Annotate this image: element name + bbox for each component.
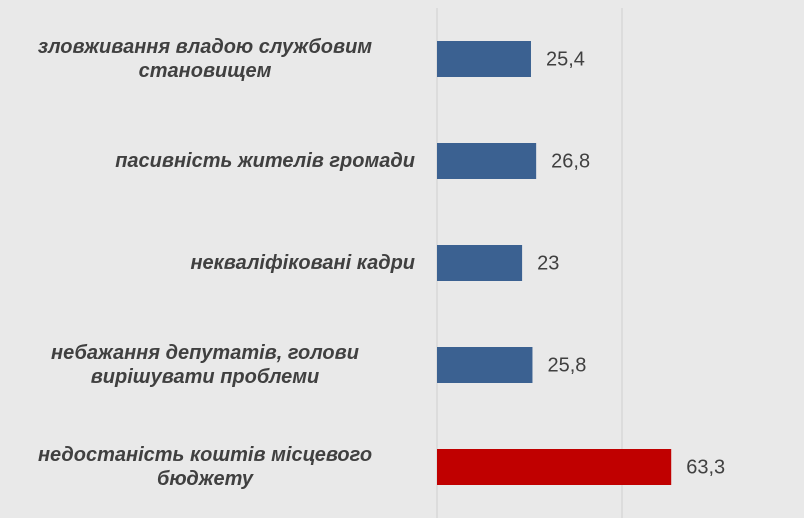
- bar: [437, 347, 533, 383]
- category-label-box: некваліфіковані кадри: [0, 251, 415, 275]
- category-label: недостаність коштів місцевого бюджету: [37, 444, 373, 490]
- category-label-box: зловживання владою службовим становищем: [0, 35, 415, 83]
- category-label: пасивність жителів громади: [115, 150, 415, 172]
- category-label: зловживання владою службовим становищем: [37, 36, 373, 82]
- bar: [437, 449, 672, 485]
- data-label: 26,8: [551, 150, 590, 172]
- bar: [437, 245, 523, 281]
- category-label-box: небажання депутатів, голови вирішувати п…: [0, 341, 415, 389]
- data-label: 23: [537, 252, 559, 274]
- data-label: 25,4: [546, 48, 585, 70]
- category-label-box: недостаність коштів місцевого бюджету: [0, 443, 415, 491]
- bar: [437, 41, 531, 77]
- bar: [437, 143, 537, 179]
- data-label: 25,8: [547, 354, 586, 376]
- category-label: небажання депутатів, голови вирішувати п…: [51, 342, 359, 388]
- category-label: некваліфіковані кадри: [190, 252, 415, 274]
- data-label: 63,3: [686, 456, 725, 478]
- category-label-box: пасивність жителів громади: [0, 149, 415, 173]
